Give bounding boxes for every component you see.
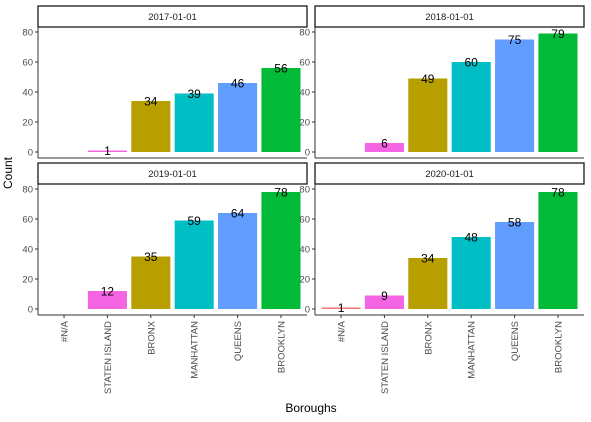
- x-tick-label-bronx: BRONX: [423, 320, 434, 354]
- x-tick-label-staten-island: STATEN ISLAND: [103, 321, 114, 394]
- data-label-bronx: 49: [421, 72, 435, 86]
- bar-staten-island: [87, 150, 127, 152]
- y-tick-label: 80: [22, 27, 33, 38]
- y-tick-label: 20: [299, 274, 310, 285]
- data-label-brooklyn: 78: [274, 186, 288, 200]
- data-label-n-a: 1: [338, 301, 345, 315]
- data-label-queens: 75: [508, 33, 522, 47]
- bar-staten-island: [364, 295, 404, 309]
- data-label-brooklyn: 56: [274, 62, 288, 76]
- y-tick-label: 60: [22, 57, 33, 68]
- facet-strip: [37, 162, 308, 185]
- y-tick-label: 80: [299, 27, 310, 38]
- y-tick-label: 40: [299, 244, 310, 255]
- bar-bronx: [131, 101, 171, 152]
- data-label-manhattan: 48: [465, 231, 479, 245]
- data-label-staten-island: 9: [381, 289, 388, 303]
- bar-queens: [218, 213, 258, 309]
- data-label-bronx: 34: [421, 252, 435, 266]
- y-tick-label: 40: [299, 87, 310, 98]
- bar-bronx: [408, 78, 448, 152]
- x-tick-label-manhattan: MANHATTAN: [190, 321, 201, 379]
- y-tick-label: 40: [22, 87, 33, 98]
- bar-staten-island: [364, 143, 404, 152]
- y-tick-label: 0: [305, 147, 310, 158]
- y-tick-label: 80: [22, 184, 33, 195]
- data-label-queens: 58: [508, 216, 522, 230]
- x-axis-title: Boroughs: [285, 401, 336, 415]
- facet-strip-label: 2018-01-01: [425, 12, 474, 23]
- x-tick-label-brooklyn: BROOKLYN: [276, 321, 287, 373]
- bar-brooklyn: [538, 33, 578, 152]
- data-label-bronx: 35: [144, 250, 158, 264]
- data-label-brooklyn: 79: [551, 27, 565, 41]
- facet-strip-label: 2017-01-01: [148, 12, 197, 23]
- bar-manhattan: [451, 237, 491, 309]
- data-label-bronx: 34: [144, 95, 158, 109]
- x-tick-label-staten-island: STATEN ISLAND: [380, 321, 391, 394]
- bar-brooklyn: [261, 192, 301, 309]
- data-label-staten-island: 6: [381, 137, 388, 151]
- x-tick-label-n-a: #N/A: [337, 320, 348, 342]
- y-tick-label: 80: [299, 184, 310, 195]
- bar-manhattan: [174, 220, 214, 309]
- x-tick-label-manhattan: MANHATTAN: [467, 321, 478, 379]
- data-label-queens: 64: [231, 207, 245, 221]
- facet-strip-label: 2020-01-01: [425, 169, 474, 180]
- bar-bronx: [408, 258, 448, 309]
- y-tick-label: 20: [299, 117, 310, 128]
- facet-panel-2020-01-01: 2020-01-01 1 9 34 48 58 78 0 20 40 60 80 #N/A STATEN …: [299, 162, 585, 394]
- y-tick-label: 0: [28, 147, 33, 158]
- y-tick-label: 60: [299, 57, 310, 68]
- bar-manhattan: [451, 62, 491, 152]
- facet-strip-label: 2019-01-01: [148, 169, 197, 180]
- bar-queens: [495, 222, 535, 309]
- y-tick-label: 60: [299, 214, 310, 225]
- data-label-queens: 46: [231, 77, 245, 91]
- bar-queens: [218, 83, 258, 152]
- y-axis-title: Count: [1, 156, 15, 189]
- data-label-manhattan: 60: [465, 56, 479, 70]
- bar-queens: [495, 39, 535, 152]
- x-tick-label-queens: QUEENS: [233, 321, 244, 361]
- data-label-brooklyn: 78: [551, 186, 565, 200]
- data-label-staten-island: 1: [104, 144, 111, 158]
- y-tick-label: 0: [28, 304, 33, 315]
- data-label-manhattan: 39: [188, 87, 202, 101]
- facet-panel-2018-01-01: 2018-01-01 6 49 60 75 79 0 20 40 60 80: [299, 5, 585, 159]
- bar-manhattan: [174, 93, 214, 152]
- y-tick-label: 20: [22, 117, 33, 128]
- bar-n-a: [321, 307, 361, 309]
- data-label-manhattan: 59: [188, 214, 202, 228]
- facet-panel-2019-01-01: 2019-01-01 12 35 59 64 78 0 20 40 60 80 #N/A STATEN …: [22, 162, 308, 394]
- x-tick-label-queens: QUEENS: [510, 321, 521, 361]
- facet-strip: [314, 5, 585, 28]
- bar-brooklyn: [538, 192, 578, 309]
- y-tick-label: 40: [22, 244, 33, 255]
- x-tick-label-brooklyn: BROOKLYN: [553, 321, 564, 373]
- y-tick-label: 60: [22, 214, 33, 225]
- bar-bronx: [131, 256, 171, 309]
- bar-staten-island: [87, 291, 127, 309]
- facet-strip: [37, 5, 308, 28]
- bar-brooklyn: [261, 68, 301, 152]
- facet-strip: [314, 162, 585, 185]
- y-tick-label: 20: [22, 274, 33, 285]
- facet-panel-2017-01-01: 2017-01-01 1 34 39 46 56 0 20 40 60 80: [22, 5, 308, 159]
- x-tick-label-n-a: #N/A: [60, 320, 71, 342]
- y-tick-label: 0: [305, 304, 310, 315]
- data-label-staten-island: 12: [101, 285, 115, 299]
- x-tick-label-bronx: BRONX: [146, 320, 157, 354]
